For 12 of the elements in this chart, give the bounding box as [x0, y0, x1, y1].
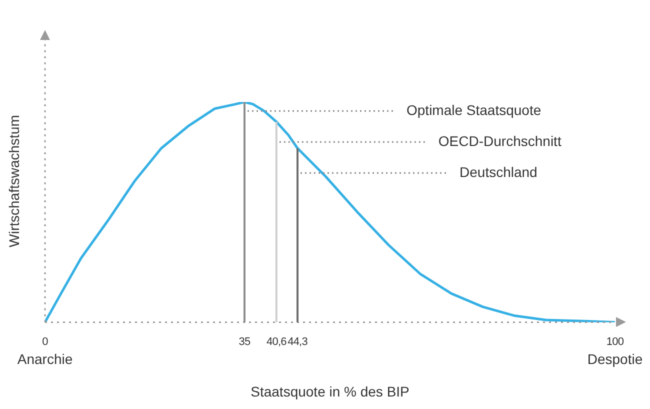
ref-line-label: Optimale Staatsquote	[406, 102, 542, 118]
text: Anarchie	[17, 351, 73, 368]
x-tick-label: 0	[42, 336, 48, 348]
text: Despotie	[587, 351, 643, 368]
ref-line-label: OECD-Durchschnitt	[438, 132, 562, 149]
y-axis-title: Wirtschaftswachstum	[6, 114, 22, 248]
x-tick-label: 35	[238, 336, 250, 348]
x-tick-label: 44,3	[288, 336, 308, 348]
ref-line-label: Deutschland	[460, 164, 538, 180]
x-tick-label: 40,6	[266, 336, 287, 348]
x-tick-label: 100	[606, 336, 624, 348]
x-axis-title: Staatsquote in % des BIP	[250, 383, 410, 400]
